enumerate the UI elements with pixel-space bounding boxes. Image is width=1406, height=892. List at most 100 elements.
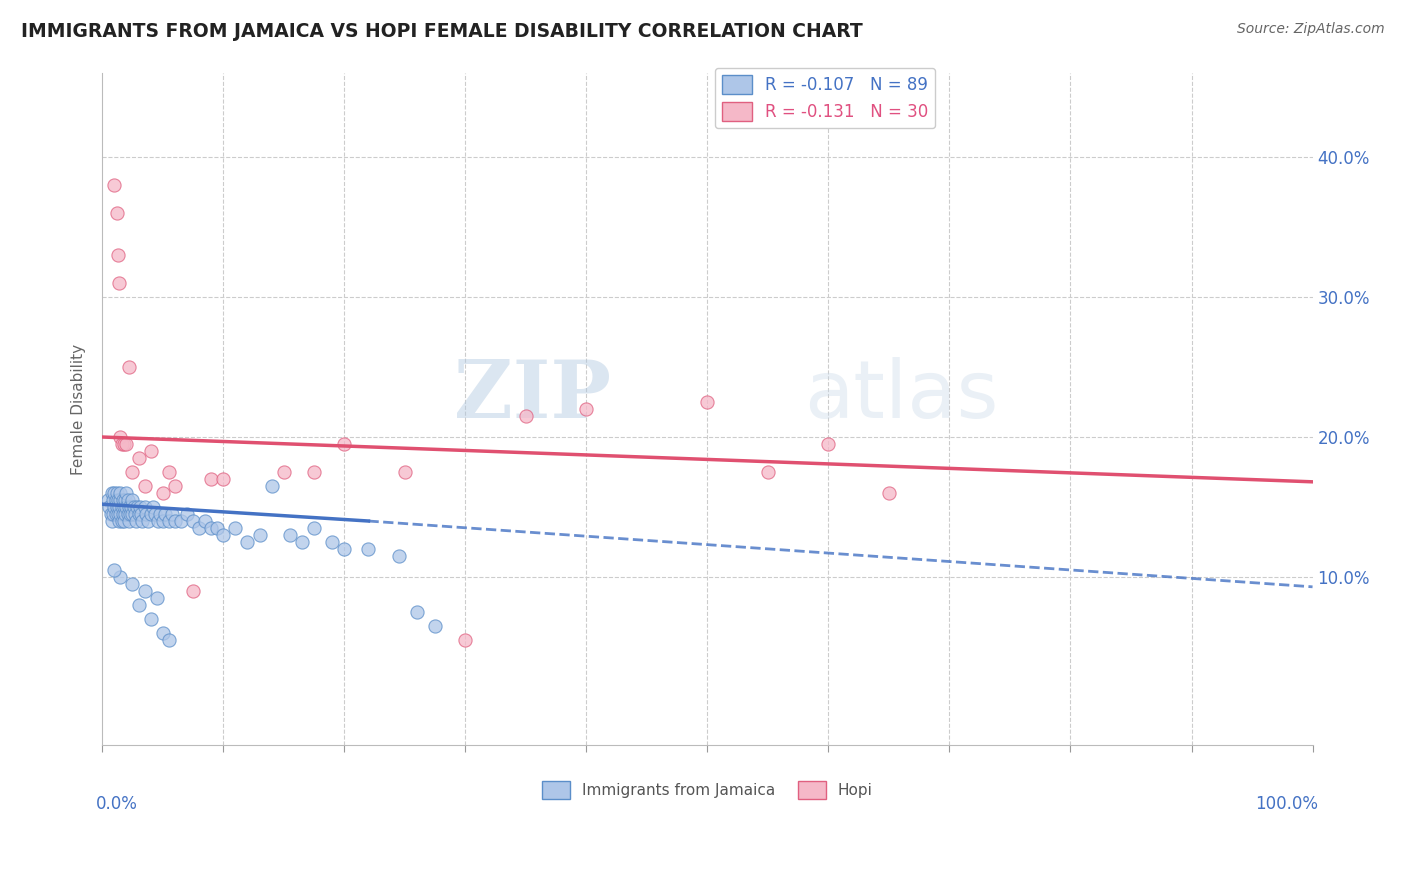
Point bbox=[103, 178, 125, 192]
Point bbox=[145, 507, 167, 521]
Point bbox=[302, 521, 325, 535]
Point bbox=[125, 514, 148, 528]
Point bbox=[152, 514, 174, 528]
Point bbox=[152, 626, 174, 640]
Point bbox=[134, 500, 156, 514]
Text: IMMIGRANTS FROM JAMAICA VS HOPI FEMALE DISABILITY CORRELATION CHART: IMMIGRANTS FROM JAMAICA VS HOPI FEMALE D… bbox=[21, 22, 863, 41]
Point bbox=[122, 500, 145, 514]
Point bbox=[188, 521, 211, 535]
Point bbox=[163, 479, 186, 493]
Point bbox=[98, 500, 121, 514]
Point bbox=[108, 514, 131, 528]
Y-axis label: Female Disability: Female Disability bbox=[72, 343, 86, 475]
Point bbox=[181, 514, 204, 528]
Point bbox=[115, 486, 138, 500]
Point bbox=[110, 430, 132, 444]
Point bbox=[260, 479, 283, 493]
Point bbox=[696, 395, 718, 409]
Point bbox=[105, 500, 128, 514]
Point bbox=[118, 500, 141, 514]
Point bbox=[101, 514, 124, 528]
Point bbox=[128, 450, 150, 465]
Point bbox=[128, 598, 150, 612]
Point bbox=[121, 465, 143, 479]
Point bbox=[110, 500, 132, 514]
Point bbox=[756, 465, 779, 479]
Point bbox=[111, 507, 134, 521]
Point bbox=[139, 444, 162, 458]
Point bbox=[176, 507, 198, 521]
Point bbox=[103, 486, 125, 500]
Point bbox=[817, 437, 839, 451]
Point bbox=[107, 507, 129, 521]
Point bbox=[454, 633, 477, 648]
Point bbox=[107, 493, 129, 508]
Point bbox=[136, 514, 159, 528]
Point bbox=[112, 437, 135, 451]
Point bbox=[302, 465, 325, 479]
Point bbox=[118, 514, 141, 528]
Point bbox=[128, 500, 150, 514]
Point bbox=[118, 507, 141, 521]
Point bbox=[249, 528, 271, 542]
Point bbox=[194, 514, 217, 528]
Point bbox=[114, 493, 136, 508]
Point bbox=[105, 206, 128, 220]
Point bbox=[157, 514, 180, 528]
Point bbox=[110, 437, 132, 451]
Point bbox=[145, 591, 167, 605]
Point bbox=[236, 535, 259, 549]
Point bbox=[100, 507, 122, 521]
Point bbox=[121, 493, 143, 508]
Point bbox=[212, 528, 235, 542]
Point bbox=[121, 577, 143, 591]
Point bbox=[111, 493, 134, 508]
Point bbox=[103, 563, 125, 577]
Point bbox=[200, 521, 222, 535]
Point bbox=[333, 437, 356, 451]
Point bbox=[124, 507, 146, 521]
Point bbox=[212, 472, 235, 486]
Point bbox=[291, 535, 314, 549]
Point bbox=[104, 507, 127, 521]
Point bbox=[103, 500, 125, 514]
Point bbox=[112, 514, 135, 528]
Point bbox=[131, 514, 153, 528]
Point bbox=[224, 521, 246, 535]
Point bbox=[205, 521, 228, 535]
Point bbox=[153, 507, 176, 521]
Point bbox=[129, 507, 152, 521]
Point bbox=[163, 514, 186, 528]
Point bbox=[877, 486, 900, 500]
Point bbox=[104, 493, 127, 508]
Point bbox=[101, 507, 124, 521]
Point bbox=[118, 359, 141, 374]
Point bbox=[152, 486, 174, 500]
Point bbox=[149, 507, 172, 521]
Point bbox=[117, 493, 139, 508]
Point bbox=[134, 479, 156, 493]
Point bbox=[157, 633, 180, 648]
Point bbox=[135, 507, 157, 521]
Point bbox=[115, 437, 138, 451]
Point bbox=[105, 486, 128, 500]
Point bbox=[110, 493, 132, 508]
Point bbox=[406, 605, 429, 619]
Point bbox=[101, 493, 124, 508]
Point bbox=[110, 486, 132, 500]
Point bbox=[139, 612, 162, 626]
Point bbox=[110, 507, 132, 521]
Point bbox=[127, 500, 149, 514]
Text: 0.0%: 0.0% bbox=[96, 796, 138, 814]
Point bbox=[108, 276, 131, 290]
Point bbox=[134, 584, 156, 599]
Point bbox=[107, 248, 129, 262]
Point bbox=[110, 570, 132, 584]
Point bbox=[97, 493, 120, 508]
Point bbox=[112, 500, 135, 514]
Point bbox=[515, 409, 537, 423]
Point bbox=[101, 486, 124, 500]
Point bbox=[162, 507, 184, 521]
Text: 100.0%: 100.0% bbox=[1256, 796, 1319, 814]
Point bbox=[278, 528, 301, 542]
